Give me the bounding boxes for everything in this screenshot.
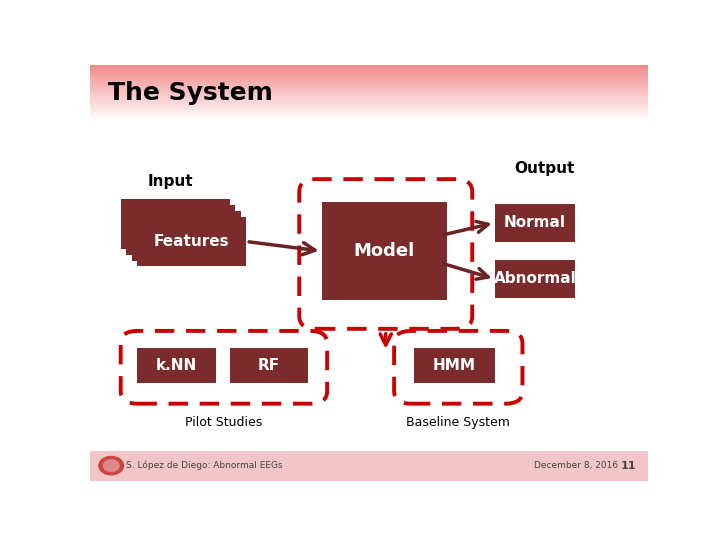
Bar bbox=[121, 199, 230, 249]
Bar bbox=[495, 260, 575, 298]
Text: Input: Input bbox=[148, 174, 194, 188]
Text: December 8, 2016: December 8, 2016 bbox=[534, 461, 618, 470]
Bar bbox=[495, 204, 575, 241]
Text: Baseline System: Baseline System bbox=[406, 416, 510, 429]
FancyBboxPatch shape bbox=[90, 451, 648, 481]
Text: Normal: Normal bbox=[504, 215, 566, 230]
Text: HMM: HMM bbox=[433, 357, 476, 373]
Bar bbox=[138, 348, 215, 383]
Text: RF: RF bbox=[258, 357, 279, 373]
Circle shape bbox=[104, 460, 119, 471]
Bar bbox=[132, 211, 240, 261]
Bar bbox=[230, 348, 307, 383]
Text: 11: 11 bbox=[621, 461, 636, 471]
Text: Output: Output bbox=[515, 161, 575, 176]
Bar bbox=[126, 205, 235, 255]
Text: Pilot Studies: Pilot Studies bbox=[185, 416, 263, 429]
Bar bbox=[322, 202, 447, 300]
Text: Model: Model bbox=[354, 242, 415, 260]
Text: Abnormal: Abnormal bbox=[494, 272, 577, 286]
Bar bbox=[413, 348, 495, 383]
Text: Features: Features bbox=[154, 234, 230, 249]
Circle shape bbox=[99, 456, 124, 475]
Text: The System: The System bbox=[108, 81, 273, 105]
Text: S. López de Diego: Abnormal EEGs: S. López de Diego: Abnormal EEGs bbox=[126, 461, 283, 470]
Bar bbox=[138, 217, 246, 266]
Text: k.NN: k.NN bbox=[156, 357, 197, 373]
